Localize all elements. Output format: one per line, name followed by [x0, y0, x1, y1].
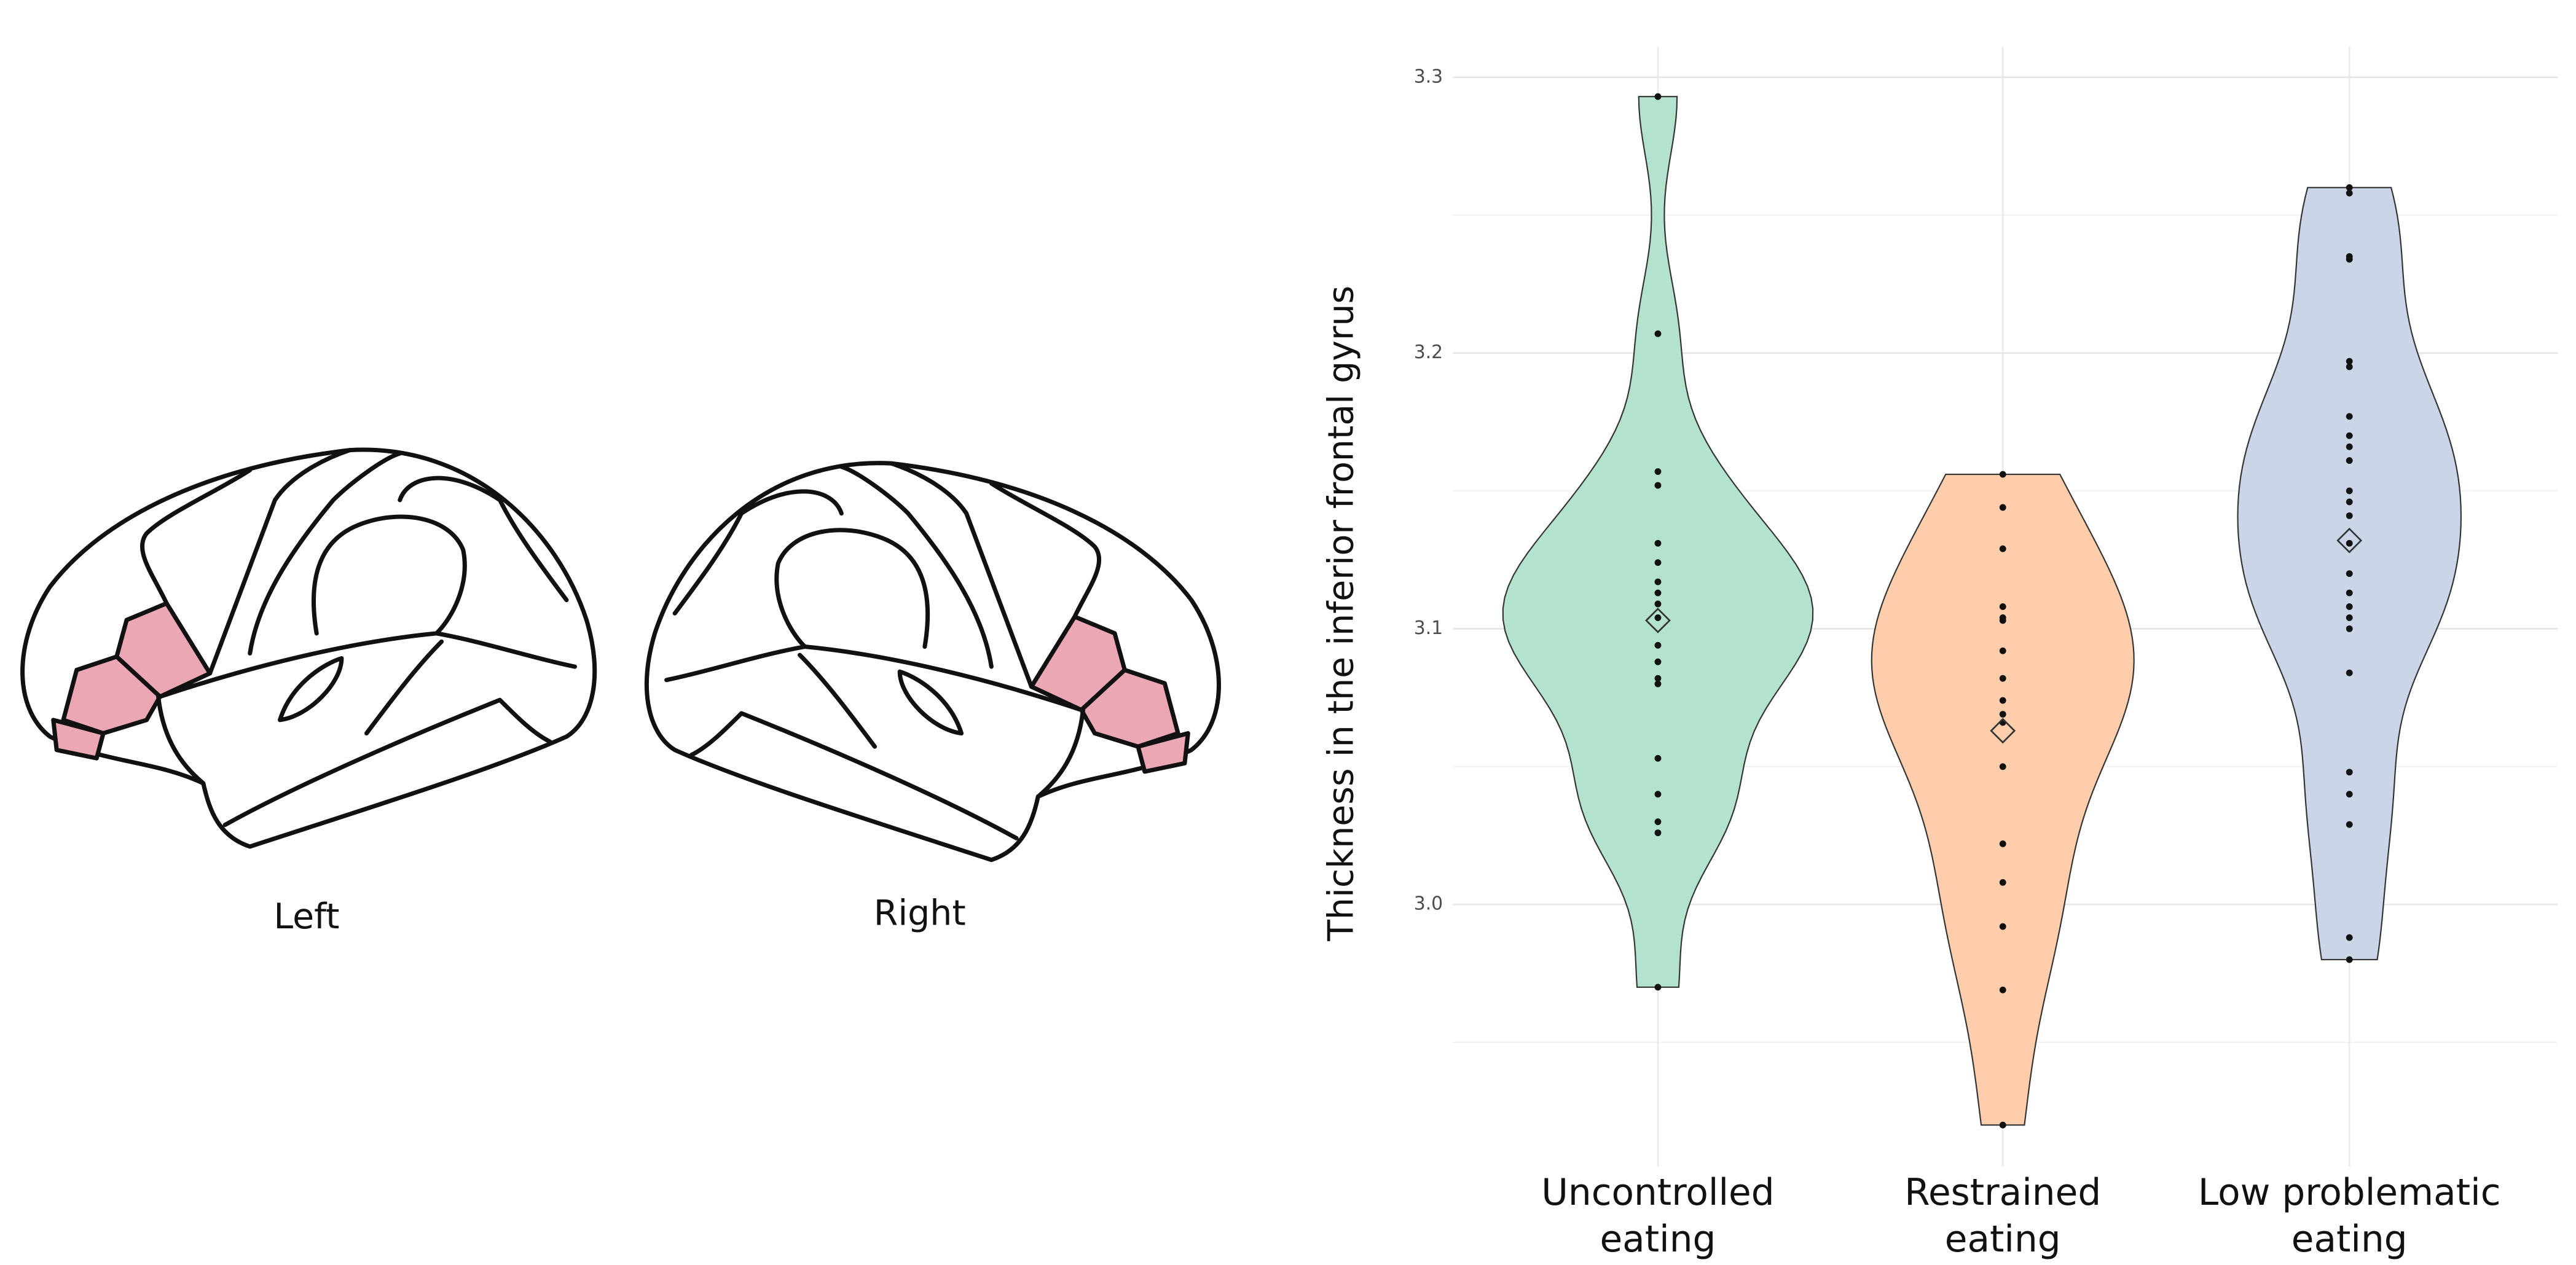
data-point	[1654, 468, 1662, 475]
data-point	[1999, 697, 2006, 704]
mean-marker	[1645, 608, 1671, 633]
data-point	[2346, 769, 2353, 776]
highlighted-region	[51, 718, 106, 761]
brain-outline	[20, 447, 597, 849]
data-point	[1654, 818, 1662, 825]
data-point	[2346, 487, 2353, 495]
hemisphere-label: Right	[874, 893, 966, 933]
sulcus	[248, 451, 402, 656]
sulcus	[364, 639, 444, 736]
data-point	[1654, 600, 1662, 608]
x-tick-label: Uncontrolled eating	[1541, 1173, 1775, 1262]
data-point	[1999, 879, 2006, 886]
data-point	[2346, 791, 2353, 798]
data-point	[2346, 256, 2353, 263]
data-point	[1999, 711, 2006, 718]
right-hemisphere	[646, 463, 1219, 860]
data-point	[1999, 504, 2006, 511]
data-point	[1654, 330, 1662, 337]
sulcus	[398, 476, 569, 603]
data-point	[1654, 614, 1662, 621]
x-tick-label-box: Low problematic eating	[2197, 1173, 2501, 1262]
data-point	[1654, 482, 1662, 489]
data-point	[2346, 498, 2353, 506]
data-point	[2346, 184, 2353, 191]
data-point	[1999, 840, 2006, 847]
y-tick-label: 3.3	[1414, 66, 1443, 87]
sulcus	[311, 514, 467, 636]
data-point	[1999, 923, 2006, 930]
mean-marker	[1990, 718, 2016, 744]
data-point	[2346, 603, 2353, 610]
data-point	[1654, 578, 1662, 586]
sulcus	[222, 697, 552, 828]
data-point	[1654, 93, 1662, 100]
data-point	[1999, 763, 2006, 770]
data-point	[1999, 986, 2006, 993]
x-tick-label: Restrained eating	[1904, 1173, 2102, 1262]
highlighted-region	[114, 601, 213, 699]
data-point	[1999, 471, 2006, 478]
data-point	[2346, 358, 2353, 365]
data-point	[2346, 625, 2353, 632]
data-point	[2346, 512, 2353, 519]
data-point	[2346, 189, 2353, 197]
data-point	[2346, 457, 2353, 464]
data-point	[1654, 539, 1662, 547]
data-point	[1999, 603, 2006, 610]
data-point	[2346, 413, 2353, 420]
sulcus	[208, 448, 352, 676]
data-point	[1654, 754, 1662, 762]
sulcus	[278, 656, 344, 723]
x-tick-label: Low problematic eating	[2197, 1173, 2501, 1262]
x-tick-label-box: Restrained eating	[1904, 1173, 2102, 1262]
data-point	[1654, 641, 1662, 649]
y-tick-label: 3.1	[1414, 617, 1443, 639]
data-point	[2346, 589, 2353, 597]
y-tick-label: 3.0	[1414, 893, 1443, 915]
y-axis-title: Thickness in the inferior frontal gyrus	[1321, 286, 1362, 942]
data-point	[1999, 617, 2006, 624]
data-point	[2346, 443, 2353, 450]
sulcus	[139, 468, 253, 606]
data-point	[1654, 791, 1662, 798]
sulcus	[157, 631, 577, 699]
data-point	[1999, 675, 2006, 682]
data-point	[2346, 363, 2353, 370]
data-point	[1999, 545, 2006, 552]
data-point	[2346, 934, 2353, 941]
data-point	[2346, 669, 2353, 676]
data-point	[2346, 956, 2353, 963]
mean-marker	[2336, 527, 2363, 554]
sulcus	[156, 694, 206, 786]
data-point	[2346, 539, 2353, 547]
y-tick-label: 3.2	[1414, 342, 1443, 363]
data-point	[1654, 658, 1662, 665]
data-point	[2346, 570, 2353, 578]
highlighted-region	[61, 654, 162, 736]
data-point	[1654, 680, 1662, 687]
data-point	[1654, 829, 1662, 836]
data-point	[1999, 647, 2006, 654]
data-point	[1654, 589, 1662, 597]
data-point	[2346, 432, 2353, 439]
data-point	[1999, 1121, 2006, 1129]
violin	[1871, 473, 2135, 1126]
data-point	[1654, 984, 1662, 991]
data-point	[1654, 559, 1662, 566]
x-tick-label-box: Uncontrolled eating	[1541, 1173, 1775, 1262]
data-point	[1654, 675, 1662, 682]
data-point	[2346, 821, 2353, 828]
left-hemisphere	[20, 447, 597, 849]
plot-area: 3.0 3.1 3.2 3.3 Uncontrolled eating Restraine…	[1414, 47, 2558, 1262]
data-point	[2346, 614, 2353, 621]
hemisphere-label: Left	[273, 896, 339, 937]
